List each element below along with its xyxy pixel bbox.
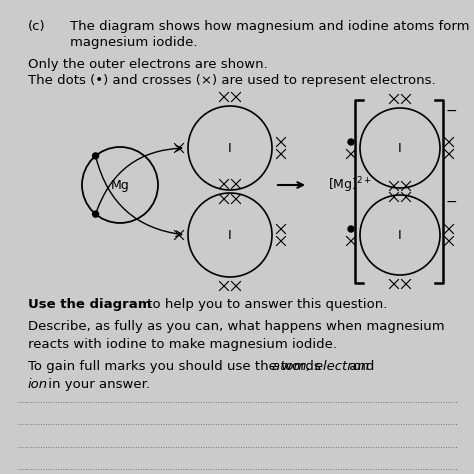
- Text: −: −: [446, 104, 457, 118]
- Text: Mg: Mg: [110, 179, 129, 191]
- Text: −: −: [446, 195, 457, 209]
- Text: ion: ion: [28, 378, 48, 391]
- Text: atom, electron: atom, electron: [272, 360, 369, 374]
- Text: to help you to answer this question.: to help you to answer this question.: [143, 298, 387, 311]
- Circle shape: [92, 153, 99, 159]
- Circle shape: [348, 226, 354, 232]
- Text: I: I: [398, 228, 402, 241]
- Text: Only the outer electrons are shown.: Only the outer electrons are shown.: [28, 58, 268, 71]
- Text: $[\mathregular{Mg}]^{2+}$: $[\mathregular{Mg}]^{2+}$: [328, 175, 372, 195]
- Text: magnesium iodide.: magnesium iodide.: [70, 36, 198, 49]
- Text: The dots (•) and crosses (×) are used to represent electrons.: The dots (•) and crosses (×) are used to…: [28, 74, 436, 87]
- Circle shape: [92, 211, 99, 217]
- Text: (c): (c): [28, 20, 46, 33]
- Text: The diagram shows how magnesium and iodine atoms form: The diagram shows how magnesium and iodi…: [70, 20, 470, 33]
- Text: reacts with iodine to make magnesium iodide.: reacts with iodine to make magnesium iod…: [28, 338, 337, 351]
- Text: and: and: [345, 360, 374, 374]
- Text: I: I: [228, 142, 232, 155]
- Text: I: I: [398, 142, 402, 155]
- Text: Use the diagram: Use the diagram: [28, 298, 152, 311]
- Text: To gain full marks you should use the words: To gain full marks you should use the wo…: [28, 360, 325, 374]
- Text: Describe, as fully as you can, what happens when magnesium: Describe, as fully as you can, what happ…: [28, 320, 445, 333]
- Text: I: I: [228, 228, 232, 241]
- Circle shape: [348, 139, 354, 145]
- Text: in your answer.: in your answer.: [44, 378, 150, 391]
